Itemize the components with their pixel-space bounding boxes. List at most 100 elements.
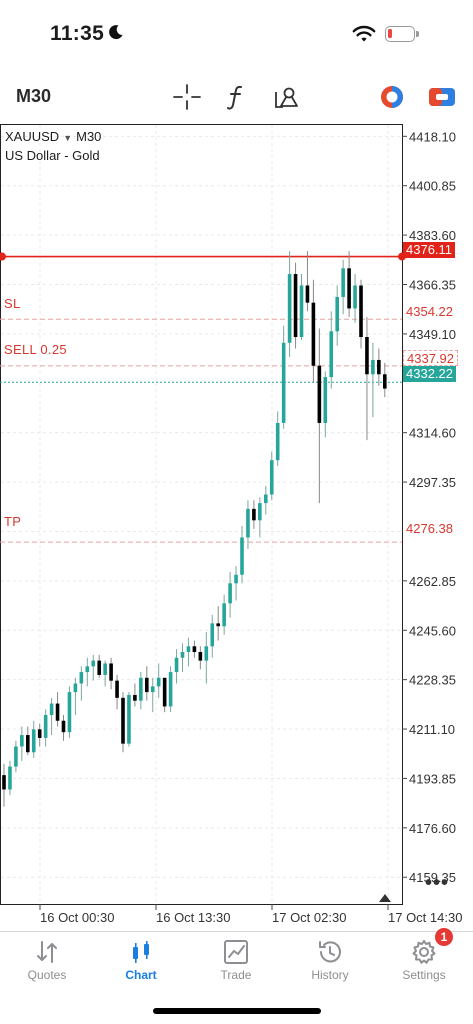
trade-chart-icon xyxy=(224,940,248,964)
candle-body xyxy=(8,766,12,790)
candle-body xyxy=(252,508,256,521)
candle-body xyxy=(222,603,226,627)
y-tick-label: 4193.85 xyxy=(409,771,456,786)
tab-quotes-label: Quotes xyxy=(27,968,67,982)
price-chart[interactable]: 4418.10 4400.85 4383.60 4366.35 4349.10 4314.… xyxy=(0,124,473,932)
more-options-icon[interactable]: ••• xyxy=(425,872,450,894)
y-tick-label: 4245.60 xyxy=(409,623,456,638)
candle-body xyxy=(14,746,18,767)
y-tick-label: 4211.10 xyxy=(409,722,455,737)
symbol-timeframe: M30 xyxy=(76,129,102,144)
x-tick-label: 17 Oct 14:30 xyxy=(388,910,462,925)
candle-body xyxy=(311,302,316,366)
candle-body xyxy=(216,623,220,627)
settings-gear-icon xyxy=(412,940,436,964)
candle-body xyxy=(67,692,72,733)
y-tick-label: 4159.35 xyxy=(409,870,456,885)
candle-body xyxy=(73,683,78,693)
bottom-tab-bar: Quotes Chart Trade History xyxy=(0,928,473,992)
candle-body xyxy=(91,660,96,667)
candle-body xyxy=(186,646,191,653)
candle-body xyxy=(37,729,42,738)
candle-body xyxy=(275,422,280,461)
y-tick-label: 4418.10 xyxy=(409,129,456,144)
candle-body xyxy=(287,274,292,343)
y-tick-label: 4400.85 xyxy=(409,179,456,194)
candle-body xyxy=(258,503,262,521)
x-tick-label: 16 Oct 00:30 xyxy=(40,910,114,925)
timeframe-button[interactable]: M30 xyxy=(16,86,52,106)
tab-history-label: History xyxy=(311,968,349,982)
candle-body xyxy=(240,537,244,575)
candle-body xyxy=(49,703,54,716)
y-tick-label: 4228.35 xyxy=(409,673,456,688)
tab-history[interactable]: History xyxy=(283,932,377,992)
function-icon[interactable] xyxy=(223,84,251,110)
chart-symbol-header: XAUUSD ▼ M30 xyxy=(5,129,101,144)
candle-body xyxy=(281,342,286,423)
candle-body xyxy=(168,672,173,707)
tp-price-badge: 4276.38 xyxy=(403,521,456,537)
chart-toolbar: M30 xyxy=(0,74,473,120)
tab-trade-label: Trade xyxy=(220,968,252,982)
chart-icon xyxy=(133,941,149,963)
candle-body xyxy=(317,365,322,423)
chart-shift-marker xyxy=(379,894,391,902)
tp-label[interactable]: TP xyxy=(4,514,22,529)
battery-tip xyxy=(416,31,419,37)
candle-body xyxy=(299,285,304,338)
plot-frame xyxy=(0,124,403,905)
tab-trade[interactable]: Trade xyxy=(189,932,283,992)
candle-body xyxy=(192,646,197,653)
candle-body xyxy=(198,652,203,661)
symbol-dropdown-icon[interactable]: ▼ xyxy=(63,133,73,143)
sl-label[interactable]: SL xyxy=(4,296,21,311)
alert-line-handle xyxy=(0,252,6,261)
candle-body xyxy=(359,285,363,338)
candle-body xyxy=(365,337,369,375)
status-time: 11:35 xyxy=(50,22,105,45)
y-tick-label: 4176.60 xyxy=(409,821,456,836)
candle-body xyxy=(377,359,381,375)
candle-body xyxy=(323,377,328,423)
candle-body xyxy=(371,359,375,375)
trade-icon[interactable] xyxy=(428,84,456,110)
tab-settings[interactable]: 1 Settings xyxy=(377,928,471,992)
candle-body xyxy=(234,574,238,584)
y-tick-label: 4314.60 xyxy=(409,426,456,441)
tab-quotes[interactable]: Quotes xyxy=(0,932,94,992)
candle-body xyxy=(180,652,185,658)
chart-canvas[interactable]: 4418.10 4400.85 4383.60 4366.35 4349.10 4314.… xyxy=(0,124,473,932)
sell-price-badge: 4337.92 xyxy=(403,350,458,366)
quotes-icon xyxy=(37,941,57,963)
symbol-description: US Dollar - Gold xyxy=(5,148,100,163)
tab-chart[interactable]: Chart xyxy=(94,932,188,992)
y-tick-label: 4383.60 xyxy=(409,228,456,243)
candle-body xyxy=(341,268,345,297)
candle-body xyxy=(335,296,339,332)
candle-body xyxy=(150,686,155,693)
candle-body xyxy=(145,677,149,693)
candle-body xyxy=(162,677,167,707)
wifi-icon xyxy=(352,25,376,42)
symbol-name: XAUUSD xyxy=(5,129,60,144)
candle-body xyxy=(329,331,334,378)
candle-body xyxy=(133,694,137,701)
tab-chart-label: Chart xyxy=(125,968,157,982)
objects-icon[interactable] xyxy=(273,84,301,110)
y-tick-label: 4349.10 xyxy=(409,327,456,342)
candle-body xyxy=(31,729,36,753)
candle-body xyxy=(174,657,179,673)
sell-label[interactable]: SELL 0.25 xyxy=(4,342,67,357)
y-tick-label: 4366.35 xyxy=(409,277,456,292)
tab-settings-label: Settings xyxy=(402,968,446,982)
moon-icon xyxy=(109,25,123,40)
candle-body xyxy=(79,672,84,684)
history-icon xyxy=(319,941,341,963)
y-tick-label: 4262.85 xyxy=(409,574,456,589)
one-click-trading-icon[interactable] xyxy=(378,84,406,110)
crosshair-icon[interactable] xyxy=(173,84,201,110)
candle-body xyxy=(109,663,113,681)
candle-body xyxy=(228,583,232,604)
home-indicator xyxy=(153,1008,321,1014)
